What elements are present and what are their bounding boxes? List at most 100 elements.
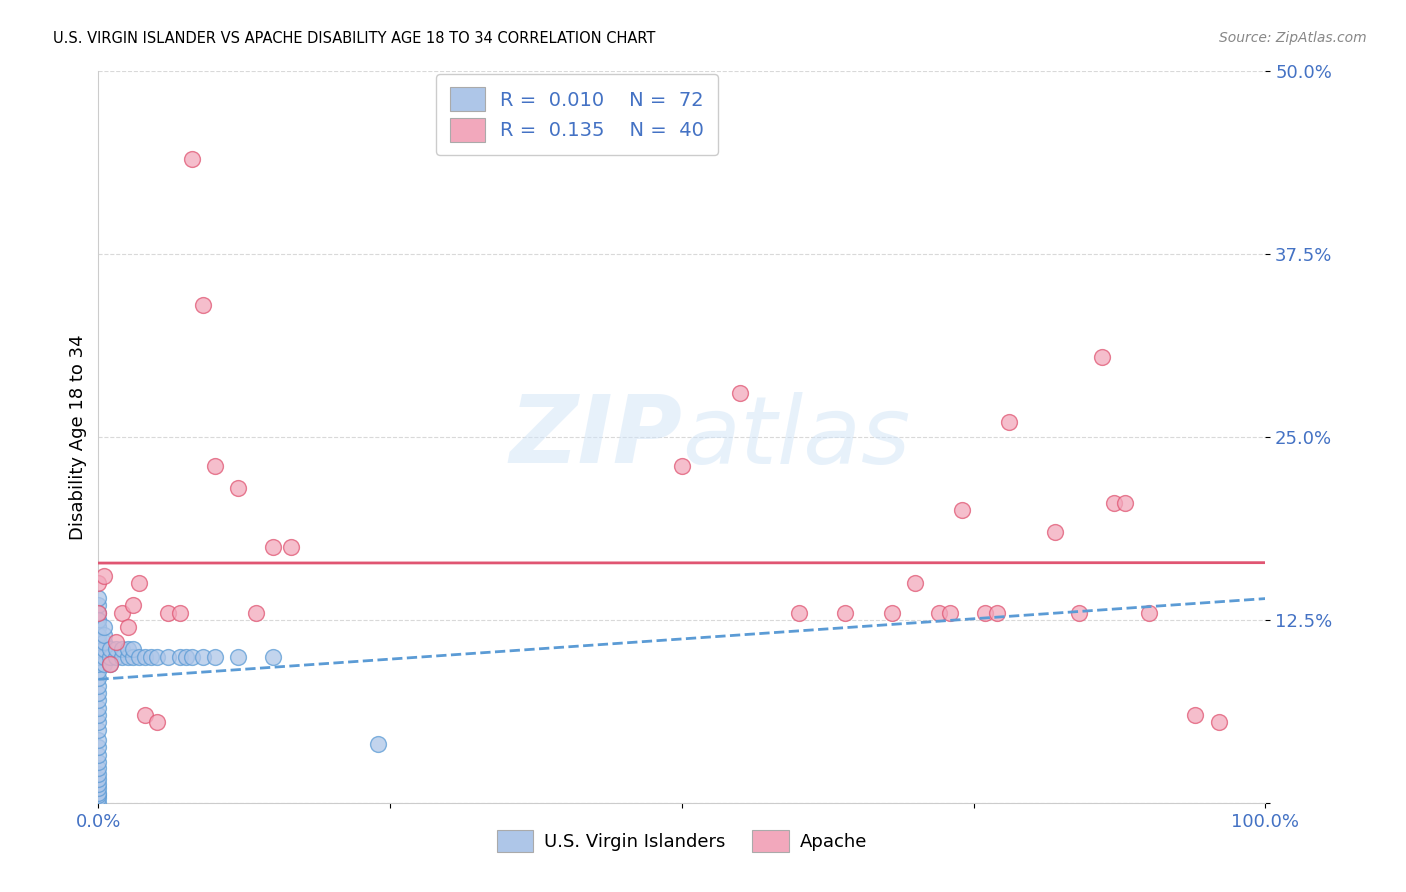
Point [87, 606, 110, 620]
Point [122, 642, 145, 657]
Point [98, 649, 121, 664]
Point [787, 606, 810, 620]
Point [950, 503, 973, 517]
Y-axis label: Disability Age 18 to 34: Disability Age 18 to 34 [69, 334, 87, 540]
Point [87, 786, 110, 800]
Point [87, 649, 110, 664]
Point [87, 613, 110, 627]
Point [93, 649, 115, 664]
Point [93, 642, 115, 657]
Point [1137, 606, 1160, 620]
Point [98, 642, 121, 657]
Point [87, 772, 110, 787]
Point [87, 620, 110, 634]
Point [939, 606, 962, 620]
Point [1114, 496, 1136, 510]
Point [986, 606, 1008, 620]
Point [93, 635, 115, 649]
Point [117, 620, 139, 634]
Point [180, 152, 202, 166]
Point [98, 657, 121, 671]
Point [87, 672, 110, 686]
Point [87, 664, 110, 678]
Point [93, 620, 115, 634]
Point [87, 635, 110, 649]
Point [262, 540, 284, 554]
Point [169, 649, 191, 664]
Point [204, 459, 226, 474]
Point [87, 723, 110, 737]
Point [111, 649, 134, 664]
Point [87, 649, 110, 664]
Point [117, 649, 139, 664]
Point [128, 576, 150, 591]
Point [730, 386, 752, 401]
Point [174, 649, 197, 664]
Point [122, 599, 145, 613]
Point [671, 459, 693, 474]
Point [87, 576, 110, 591]
Point [1102, 496, 1125, 510]
Point [1045, 525, 1067, 540]
Point [87, 755, 110, 769]
Point [87, 620, 110, 634]
Point [87, 700, 110, 714]
Point [87, 613, 110, 627]
Point [87, 606, 110, 620]
Point [87, 635, 110, 649]
Point [1091, 350, 1114, 364]
Point [93, 569, 115, 583]
Point [997, 416, 1019, 430]
Point [139, 649, 162, 664]
Point [87, 657, 110, 671]
Point [104, 635, 127, 649]
Point [880, 606, 903, 620]
Point [104, 642, 127, 657]
Point [974, 606, 997, 620]
Point [146, 715, 169, 730]
Point [204, 649, 226, 664]
Point [1208, 715, 1230, 730]
Point [87, 761, 110, 775]
Point [87, 649, 110, 664]
Point [87, 747, 110, 762]
Point [87, 642, 110, 657]
Point [87, 766, 110, 780]
Point [87, 708, 110, 723]
Point [87, 796, 110, 810]
Point [87, 789, 110, 803]
Point [87, 740, 110, 755]
Point [104, 649, 127, 664]
Point [193, 649, 215, 664]
Point [87, 599, 110, 613]
Point [111, 642, 134, 657]
Point [280, 540, 302, 554]
Point [87, 781, 110, 796]
Point [904, 576, 927, 591]
Point [87, 791, 110, 805]
Point [87, 627, 110, 641]
Point [87, 777, 110, 791]
Point [134, 708, 156, 723]
Point [128, 649, 150, 664]
Point [157, 649, 180, 664]
Point [87, 679, 110, 693]
Point [134, 649, 156, 664]
Point [245, 606, 267, 620]
Point [93, 657, 115, 671]
Point [87, 732, 110, 747]
Text: atlas: atlas [682, 392, 910, 483]
Text: ZIP: ZIP [509, 391, 682, 483]
Point [87, 642, 110, 657]
Point [367, 737, 389, 751]
Point [122, 649, 145, 664]
Point [87, 693, 110, 707]
Point [87, 715, 110, 730]
Point [228, 649, 250, 664]
Text: Source: ZipAtlas.com: Source: ZipAtlas.com [1219, 31, 1367, 45]
Text: U.S. VIRGIN ISLANDER VS APACHE DISABILITY AGE 18 TO 34 CORRELATION CHART: U.S. VIRGIN ISLANDER VS APACHE DISABILIT… [53, 31, 655, 46]
Point [228, 481, 250, 495]
Point [87, 642, 110, 657]
Point [1184, 708, 1206, 723]
Legend: U.S. Virgin Islanders, Apache: U.S. Virgin Islanders, Apache [489, 823, 875, 860]
